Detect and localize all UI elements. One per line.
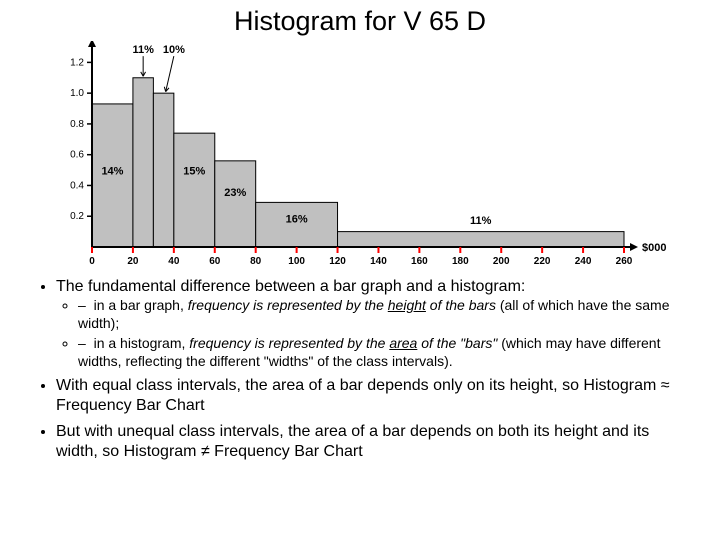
svg-text:160: 160	[411, 256, 428, 267]
svg-text:14%: 14%	[101, 166, 123, 178]
svg-text:180: 180	[452, 256, 469, 267]
bullet-1b-em1: frequency is represented by the	[189, 335, 389, 351]
svg-text:240: 240	[575, 256, 592, 267]
svg-text:$000: $000	[642, 242, 666, 254]
svg-text:23%: 23%	[224, 187, 246, 199]
svg-text:40: 40	[168, 256, 180, 267]
bullet-1a-em1: frequency is represented by the	[188, 297, 388, 313]
svg-text:10%: 10%	[163, 44, 185, 56]
svg-text:200: 200	[493, 256, 510, 267]
svg-text:20: 20	[127, 256, 139, 267]
svg-text:1.0: 1.0	[70, 88, 84, 99]
svg-text:260: 260	[616, 256, 633, 267]
bullet-3: But with unequal class intervals, the ar…	[56, 422, 686, 462]
bullet-1b-em2: of the "bars"	[417, 335, 497, 351]
bullet-1a-em2: of the bars	[426, 297, 496, 313]
svg-text:0.6: 0.6	[70, 150, 84, 161]
svg-text:220: 220	[534, 256, 551, 267]
bullet-1b-u: area	[389, 335, 417, 351]
svg-text:140: 140	[370, 256, 387, 267]
svg-text:16%: 16%	[286, 213, 308, 225]
svg-text:0: 0	[89, 256, 95, 267]
svg-text:120: 120	[329, 256, 346, 267]
svg-text:0.8: 0.8	[70, 119, 84, 130]
svg-text:0.4: 0.4	[70, 180, 84, 191]
body-text: The fundamental difference between a bar…	[0, 271, 720, 462]
svg-text:0.2: 0.2	[70, 211, 84, 222]
svg-text:11%: 11%	[470, 215, 492, 227]
bullet-1a-pre: in a bar graph,	[94, 297, 188, 313]
bullet-1b: – in a histogram, frequency is represent…	[78, 335, 686, 370]
svg-text:11%: 11%	[132, 44, 154, 56]
svg-text:15%: 15%	[183, 166, 205, 178]
histogram-chart: 0 20 40 60 80 100 120 140 160 180 200 220 240 260 0.2 0…	[50, 41, 670, 271]
bullet-1-text: The fundamental difference between a bar…	[56, 278, 525, 295]
svg-text:100: 100	[288, 256, 305, 267]
bullet-2: With equal class intervals, the area of …	[56, 376, 686, 416]
bullet-1a-u: height	[388, 297, 426, 313]
svg-text:80: 80	[250, 256, 262, 267]
bullet-1a: – in a bar graph, frequency is represent…	[78, 297, 686, 332]
bullet-1: The fundamental difference between a bar…	[56, 277, 686, 370]
svg-text:60: 60	[209, 256, 221, 267]
page-title: Histogram for V 65 D	[0, 0, 720, 41]
svg-text:1.2: 1.2	[70, 57, 84, 68]
bullet-1b-pre: in a histogram,	[94, 335, 190, 351]
